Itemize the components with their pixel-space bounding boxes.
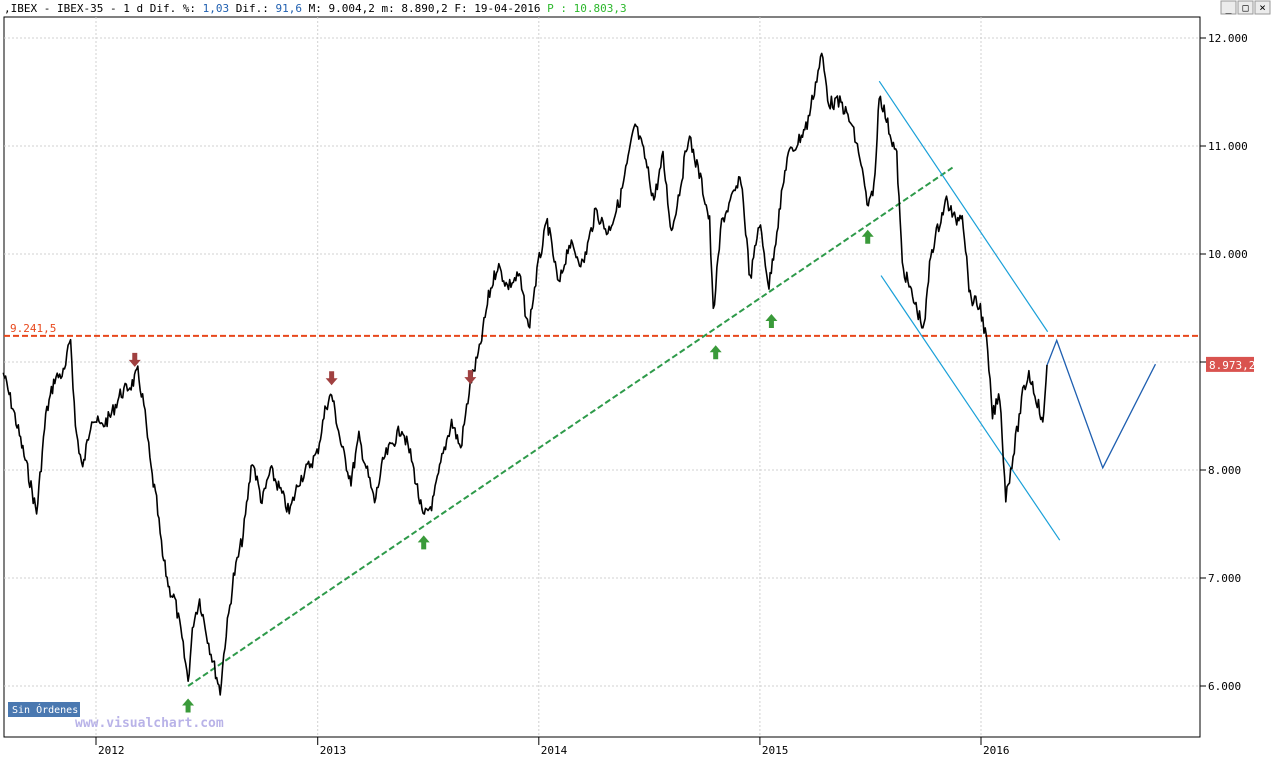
- header-min-value: 8.890,2: [395, 2, 448, 15]
- x-tick-label: 2014: [541, 744, 568, 757]
- y-tick-label: 7.000: [1208, 572, 1241, 585]
- restore-button[interactable]: □: [1237, 0, 1254, 15]
- header-max-value: 9.004,2: [322, 2, 375, 15]
- restore-icon: □: [1242, 3, 1248, 14]
- orders-button-label: Sin Órdenes: [12, 703, 78, 716]
- header-p-label: P: [541, 2, 555, 15]
- arrow-up-icon: [861, 229, 874, 244]
- arrow-up-icon: [765, 313, 778, 328]
- y-tick-label: 6.000: [1208, 680, 1241, 693]
- header-dif-label: Dif.:: [229, 2, 269, 15]
- support-trendline: [187, 166, 954, 687]
- plot-area[interactable]: [3, 16, 1201, 738]
- orders-button[interactable]: Sin Órdenes: [8, 702, 80, 717]
- gridlines: [4, 17, 1200, 737]
- y-tick-label: 11.000: [1208, 140, 1248, 153]
- minimize-icon: _: [1225, 3, 1232, 14]
- arrow-down-icon: [325, 371, 338, 386]
- channel-lower-line: [880, 275, 1061, 541]
- y-tick-label: 10.000: [1208, 248, 1248, 261]
- arrow-down-icon: [464, 370, 477, 385]
- header-date-value: 19-04-2016: [468, 2, 541, 15]
- header-p-value: : 10.803,3: [554, 2, 627, 15]
- x-tick-label: 2015: [762, 744, 789, 757]
- price-line: [2, 52, 1048, 696]
- close-button[interactable]: ×: [1254, 0, 1271, 15]
- arrow-down-icon: [128, 352, 141, 367]
- y-tick-label: 8.000: [1208, 464, 1241, 477]
- last-price-label: 8.973,2: [1209, 359, 1255, 372]
- x-tick-label: 2012: [98, 744, 125, 757]
- arrows: [128, 229, 874, 713]
- header-info: ,IBEX - IBEX-35 - 1 d Dif. %: 1,03 Dif.:…: [4, 2, 627, 15]
- header-min-label: m:: [375, 2, 395, 15]
- channel-upper-line: [878, 80, 1049, 333]
- header-pct-value: 1,03: [196, 2, 229, 15]
- header-pct-label: %:: [176, 2, 196, 15]
- x-tick-label: 2016: [983, 744, 1010, 757]
- header-symbol: ,IBEX - IBEX-35 - 1 d Dif.: [4, 2, 176, 15]
- last-price-tag: 8.973,2: [1206, 356, 1255, 372]
- minimize-button[interactable]: _: [1220, 0, 1237, 15]
- y-tick-label: 12.000: [1208, 32, 1248, 45]
- trendlines: [187, 80, 1157, 687]
- arrow-up-icon: [182, 698, 195, 713]
- header-date-label: F:: [448, 2, 468, 15]
- level-label: 9.241,5: [10, 322, 56, 335]
- x-tick-label: 2013: [320, 744, 347, 757]
- arrow-up-icon: [709, 345, 722, 360]
- close-icon: ×: [1259, 1, 1266, 14]
- x-axis: 2012 2013 2014 2015 2016: [4, 736, 1200, 757]
- header-dif-value: 91,6: [269, 2, 302, 15]
- header-bar: [0, 0, 1272, 16]
- price-series: [2, 52, 1048, 696]
- arrow-up-icon: [417, 535, 430, 550]
- projection-line: [1046, 338, 1157, 470]
- header-max-label: M:: [302, 2, 322, 15]
- watermark: www.visualchart.com: [75, 716, 224, 731]
